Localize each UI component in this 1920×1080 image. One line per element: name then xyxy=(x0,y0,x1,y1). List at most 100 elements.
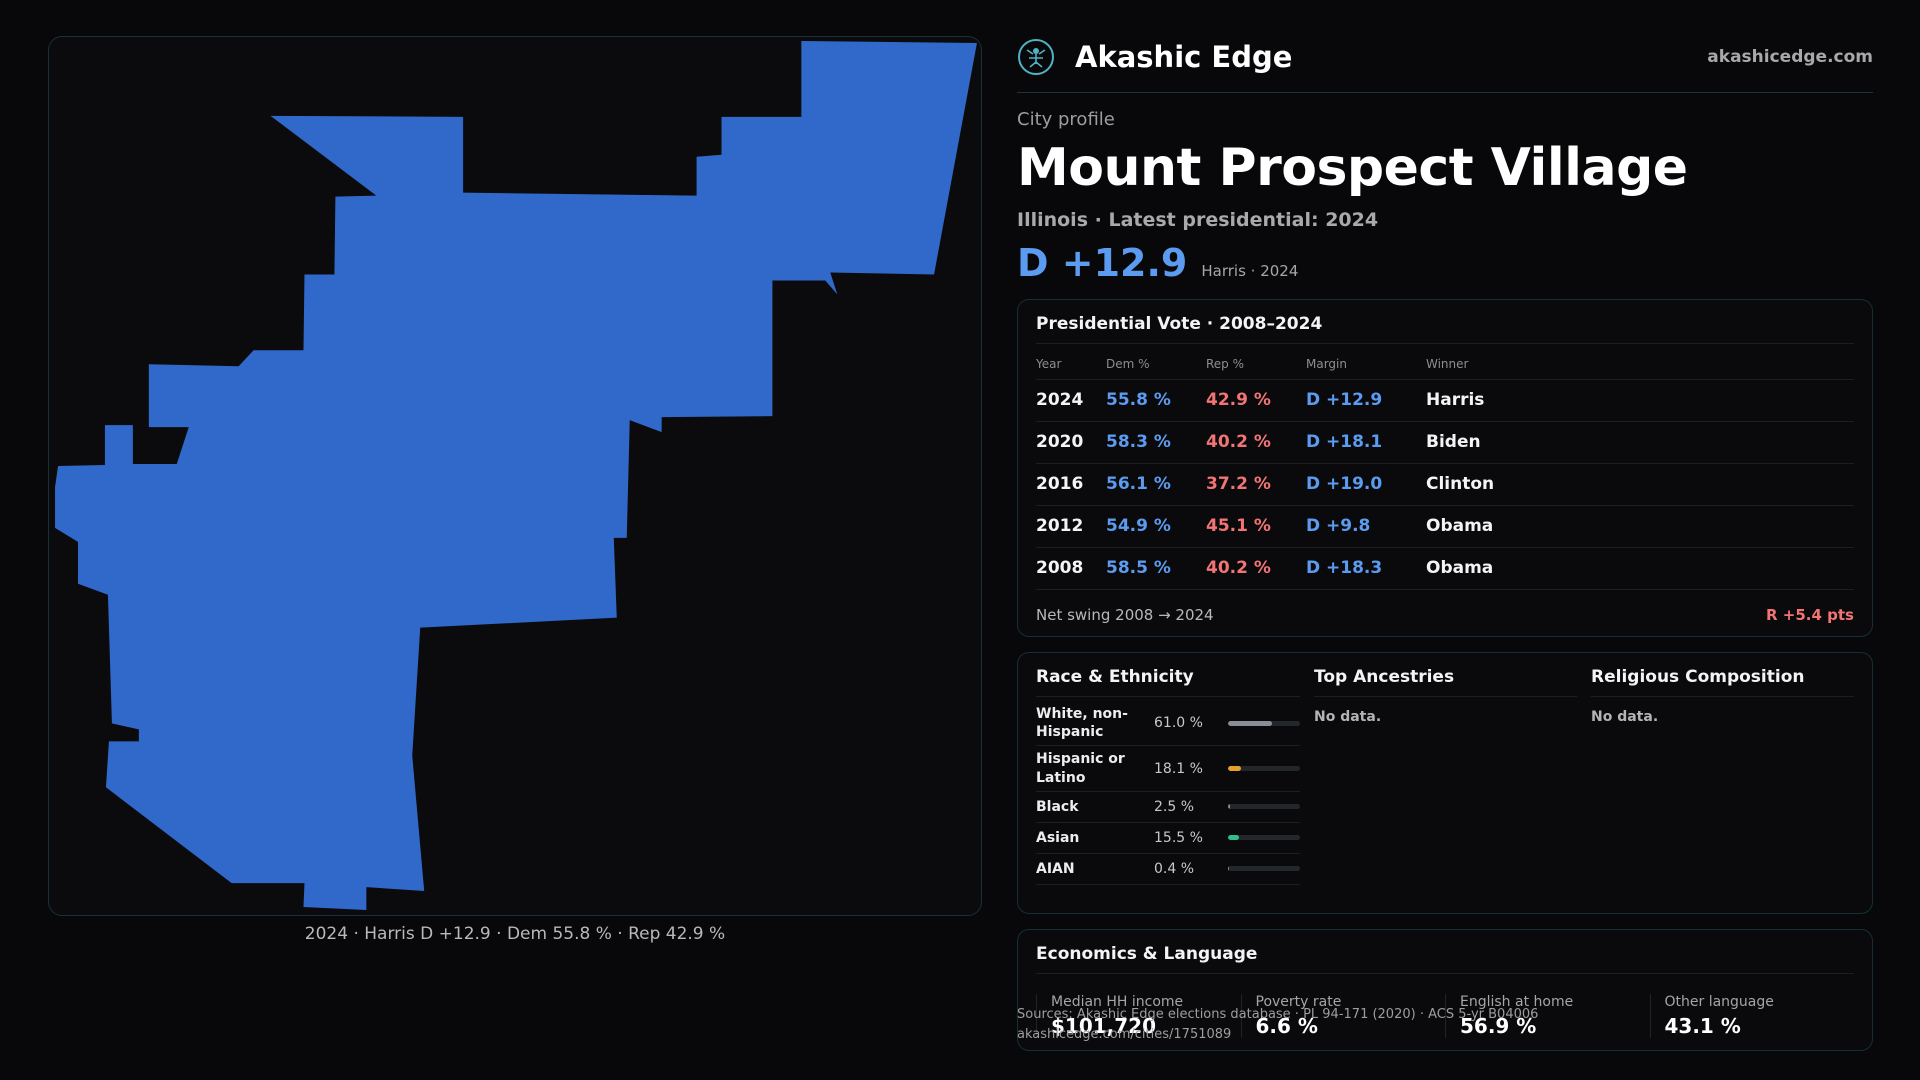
religion-section: Religious Composition No data. xyxy=(1591,667,1854,913)
margin-value: D +12.9 xyxy=(1017,241,1188,286)
empty-state: No data. xyxy=(1314,709,1382,725)
table-row: 2020 58.3 % 40.2 % D +18.1 Biden xyxy=(1036,421,1854,464)
city-boundary-map xyxy=(48,36,982,916)
empty-state: No data. xyxy=(1591,709,1659,725)
race-ethnicity-section: Race & Ethnicity White, non-Hispanic 61.0… xyxy=(1036,667,1300,913)
headline-margin: D +12.9 Harris · 2024 xyxy=(1017,241,1873,285)
race-bar-fill xyxy=(1228,804,1230,810)
econ-stat: Other language 43.1 % xyxy=(1649,994,1855,1038)
column-header-dem: Dem % xyxy=(1106,350,1206,380)
rep-cell: 45.1 % xyxy=(1206,505,1306,548)
winner-cell: Obama xyxy=(1426,547,1854,590)
race-bar xyxy=(1228,804,1300,810)
section-title: Religious Composition xyxy=(1591,667,1854,697)
race-bar xyxy=(1228,835,1300,841)
net-swing-value: R +5.4 pts xyxy=(1766,605,1854,624)
race-value: 18.1 % xyxy=(1154,760,1203,777)
brand-header: Akashic Edge akashicedge.com xyxy=(1017,36,1873,78)
race-label: Hispanic or Latino xyxy=(1036,751,1125,786)
stat-value: 6.6 % xyxy=(1255,1014,1318,1038)
race-bar xyxy=(1228,720,1300,726)
page-eyebrow: City profile xyxy=(1017,109,1115,130)
page-subtitle: Illinois · Latest presidential: 2024 xyxy=(1017,209,1379,232)
brand-url-link[interactable]: akashicedge.com xyxy=(1707,47,1873,67)
race-value: 0.4 % xyxy=(1154,860,1195,877)
race-row: Black 2.5 % xyxy=(1036,792,1300,823)
dem-cell: 54.9 % xyxy=(1106,505,1206,548)
winner-cell: Biden xyxy=(1426,421,1854,464)
margin-cell: D +9.8 xyxy=(1306,505,1426,548)
year-cell: 2024 xyxy=(1036,379,1106,422)
margin-note: Harris · 2024 xyxy=(1201,262,1299,281)
table-row: 2024 55.8 % 42.9 % D +12.9 Harris xyxy=(1036,379,1854,422)
rep-cell: 40.2 % xyxy=(1206,421,1306,464)
race-bar-fill xyxy=(1228,835,1240,841)
race-row: Asian 15.5 % xyxy=(1036,823,1300,854)
stat-value: $101,720 xyxy=(1051,1014,1157,1038)
source-url-link[interactable]: akashicedge.com/cities/1751089 xyxy=(1017,1027,1232,1042)
brand-name: Akashic Edge xyxy=(1075,40,1293,74)
table-row: 2016 56.1 % 37.2 % D +19.0 Clinton xyxy=(1036,463,1854,506)
race-label: Black xyxy=(1036,798,1079,815)
section-title: Top Ancestries xyxy=(1314,667,1577,697)
winner-cell: Obama xyxy=(1426,505,1854,548)
city-boundary-polygon xyxy=(55,40,977,911)
card-title: Economics & Language xyxy=(1036,944,1854,974)
map-caption: 2024 · Harris D +12.9 · Dem 55.8 % · Rep… xyxy=(304,924,726,944)
ancestries-section: Top Ancestries No data. xyxy=(1314,667,1577,913)
winner-cell: Clinton xyxy=(1426,463,1854,506)
race-row: Hispanic or Latino 18.1 % xyxy=(1036,746,1300,792)
race-label: Asian xyxy=(1036,829,1080,846)
econ-stat: Poverty rate 6.6 % xyxy=(1240,994,1446,1038)
column-header-margin: Margin xyxy=(1306,350,1426,380)
table-row: 2008 58.5 % 40.2 % D +18.3 Obama xyxy=(1036,547,1854,590)
dem-cell: 56.1 % xyxy=(1106,463,1206,506)
race-value: 2.5 % xyxy=(1154,798,1195,815)
year-cell: 2008 xyxy=(1036,547,1106,590)
stat-label: English at home xyxy=(1460,994,1574,1010)
table-row: 2012 54.9 % 45.1 % D +9.8 Obama xyxy=(1036,505,1854,548)
race-value: 61.0 % xyxy=(1154,715,1203,732)
margin-cell: D +12.9 xyxy=(1306,379,1426,422)
table-header-row: Year Dem % Rep % Margin Winner xyxy=(1036,350,1854,380)
column-header-rep: Rep % xyxy=(1206,350,1306,380)
net-swing-label: Net swing 2008 → 2024 xyxy=(1036,605,1214,624)
header-divider xyxy=(1017,92,1873,93)
stat-label: Median HH income xyxy=(1051,994,1184,1010)
race-bar-fill xyxy=(1228,720,1272,726)
city-boundary-shape xyxy=(55,40,977,911)
race-value: 15.5 % xyxy=(1154,829,1203,846)
column-header-year: Year xyxy=(1036,350,1106,380)
card-title: Presidential Vote · 2008–2024 xyxy=(1036,314,1854,344)
race-list: White, non-Hispanic 61.0 % Hispanic or Lat… xyxy=(1036,701,1300,885)
rep-cell: 42.9 % xyxy=(1206,379,1306,422)
rep-cell: 40.2 % xyxy=(1206,547,1306,590)
stat-value: 43.1 % xyxy=(1664,1014,1741,1038)
econ-stat: English at home 56.9 % xyxy=(1445,994,1650,1038)
race-row: White, non-Hispanic 61.0 % xyxy=(1036,701,1300,747)
dem-cell: 58.3 % xyxy=(1106,421,1206,464)
presidential-vote-table: Year Dem % Rep % Margin Winner 2024 55.8… xyxy=(1036,350,1854,590)
race-bar xyxy=(1228,866,1300,872)
race-label: White, non-Hispanic xyxy=(1036,706,1128,741)
race-bar xyxy=(1228,766,1300,772)
margin-cell: D +18.3 xyxy=(1306,547,1426,590)
akashic-logo-icon xyxy=(1018,39,1054,75)
winner-cell: Harris xyxy=(1426,379,1854,422)
stat-label: Other language xyxy=(1664,994,1774,1010)
sources-text: Sources: Akashic Edge elections database… xyxy=(1017,1007,1539,1022)
race-row: AIAN 0.4 % xyxy=(1036,854,1300,885)
race-label: AIAN xyxy=(1036,860,1075,877)
margin-cell: D +19.0 xyxy=(1306,463,1426,506)
dem-cell: 55.8 % xyxy=(1106,379,1206,422)
year-cell: 2020 xyxy=(1036,421,1106,464)
column-header-winner: Winner xyxy=(1426,350,1854,380)
stat-value: 56.9 % xyxy=(1460,1014,1537,1038)
economics-card: Economics & Language Median HH income $1… xyxy=(1017,929,1873,1051)
stat-label: Poverty rate xyxy=(1255,994,1342,1010)
econ-stat: Median HH income $101,720 xyxy=(1036,994,1241,1038)
economics-grid: Median HH income $101,720 Poverty rate 6… xyxy=(1036,994,1854,1038)
rep-cell: 37.2 % xyxy=(1206,463,1306,506)
presidential-vote-card: Presidential Vote · 2008–2024 Year Dem %… xyxy=(1017,299,1873,637)
year-cell: 2016 xyxy=(1036,463,1106,506)
